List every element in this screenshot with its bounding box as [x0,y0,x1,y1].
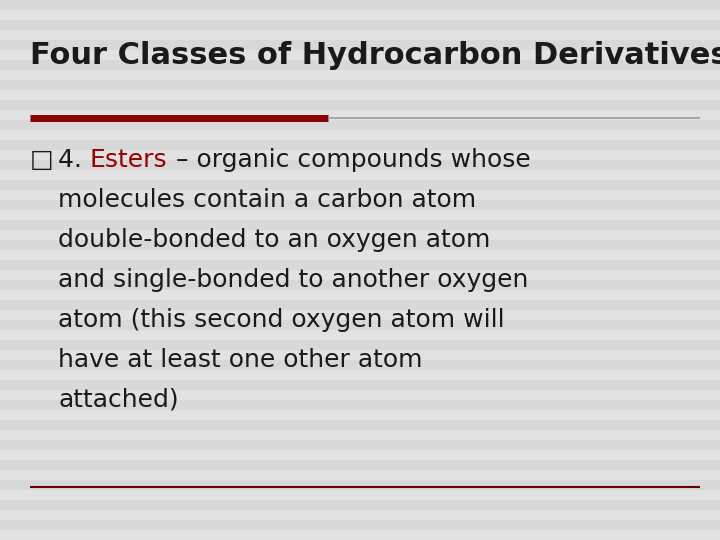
Bar [0,340,720,350]
Bar [0,100,720,110]
Bar [0,270,720,280]
Bar [0,290,720,300]
Bar [0,310,720,320]
Bar [0,460,720,470]
Bar [0,190,720,200]
Text: – organic compounds whose: – organic compounds whose [168,148,531,172]
Text: Esters: Esters [90,148,168,172]
Text: molecules contain a carbon atom: molecules contain a carbon atom [58,188,476,212]
Bar [0,60,720,70]
Bar [0,330,720,340]
Text: and single-bonded to another oxygen: and single-bonded to another oxygen [58,268,528,292]
Bar [0,400,720,410]
Bar [0,490,720,500]
Bar [0,520,720,530]
Bar [0,30,720,40]
Bar [0,440,720,450]
Bar [0,280,720,290]
Bar [0,410,720,420]
Bar [0,480,720,490]
Bar [0,470,720,480]
Text: double-bonded to an oxygen atom: double-bonded to an oxygen atom [58,228,490,252]
Bar [0,500,720,510]
Bar [0,220,720,230]
Bar [0,180,720,190]
Text: atom (this second oxygen atom will: atom (this second oxygen atom will [58,308,505,332]
Text: 4.: 4. [58,148,90,172]
Bar [0,260,720,270]
Bar [0,390,720,400]
Bar [0,110,720,120]
Bar [0,140,720,150]
Bar [0,240,720,250]
Bar [0,20,720,30]
Bar [0,380,720,390]
Bar [0,320,720,330]
Bar [0,300,720,310]
Bar [0,430,720,440]
Bar [0,50,720,60]
Text: attached): attached) [58,388,179,412]
Bar [0,170,720,180]
Bar [0,70,720,80]
Bar [0,120,720,130]
Bar [0,90,720,100]
Bar [0,230,720,240]
Bar [0,40,720,50]
Bar [0,150,720,160]
Text: □: □ [30,148,53,172]
Bar [0,530,720,540]
Bar [0,510,720,520]
Bar [0,80,720,90]
Bar [0,450,720,460]
Bar [0,10,720,20]
Text: Four Classes of Hydrocarbon Derivatives: Four Classes of Hydrocarbon Derivatives [30,40,720,70]
Bar [0,360,720,370]
Bar [0,130,720,140]
Bar [0,210,720,220]
Bar [0,160,720,170]
Text: have at least one other atom: have at least one other atom [58,348,423,372]
Bar [0,350,720,360]
Bar [0,420,720,430]
Bar [0,0,720,10]
Bar [0,250,720,260]
Bar [0,200,720,210]
Bar [0,370,720,380]
